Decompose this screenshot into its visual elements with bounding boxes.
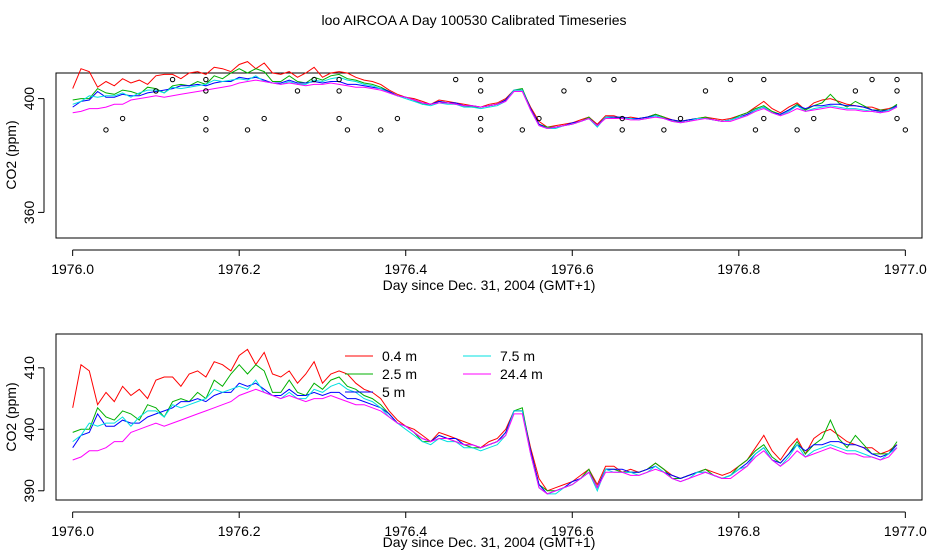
bottom-y-tick-label: 410 <box>21 356 37 380</box>
top-marker-point <box>661 127 667 133</box>
top-marker-point <box>894 88 900 94</box>
top-marker-point <box>619 115 625 122</box>
top-marker-point <box>477 115 484 122</box>
bottom-series-line-3 <box>72 379 898 495</box>
bottom-series-line-0 <box>72 348 898 492</box>
top-series-line-2 <box>72 76 898 130</box>
bottom-x-axis-label: Day since Dec. 31, 2004 (GMT+1) <box>383 534 596 550</box>
top-marker-point <box>311 76 317 83</box>
bottom-y-axis-label: CO2 (ppm) <box>3 382 19 451</box>
top-marker-point <box>203 127 209 133</box>
top-x-tick-label: 1976.0 <box>51 261 94 277</box>
legend-label: 2.5 m <box>382 366 417 382</box>
legend-label: 7.5 m <box>500 348 535 364</box>
top-marker-point <box>761 115 767 122</box>
top-marker-point <box>477 76 484 83</box>
top-x-tick-label: 1977.0 <box>884 261 927 277</box>
bottom-y-tick-label: 390 <box>21 479 37 503</box>
top-panel: Day since Dec. 31, 2004 (GMT+1) CO2 (ppm… <box>3 61 927 293</box>
top-plot-frame <box>55 72 923 239</box>
top-marker-point <box>869 76 875 83</box>
top-marker-point <box>761 76 767 83</box>
top-x-tick-label: 1976.6 <box>551 261 594 277</box>
top-marker-point <box>702 88 709 94</box>
top-marker-point <box>261 115 267 122</box>
top-marker-point <box>677 115 684 122</box>
top-marker-point <box>519 127 526 133</box>
bottom-panel: Day since Dec. 31, 2004 (GMT+1) CO2 (ppm… <box>3 333 927 550</box>
top-marker-point <box>336 76 342 83</box>
top-x-tick-label: 1976.4 <box>384 261 427 277</box>
top-series-line-1 <box>72 68 898 128</box>
top-x-tick-label: 1976.8 <box>717 261 760 277</box>
bottom-x-tick-label: 1976.0 <box>51 523 94 539</box>
top-marker-point <box>811 115 817 122</box>
top-marker-point <box>794 127 800 133</box>
top-marker-point <box>378 127 384 133</box>
bottom-series-line-2 <box>72 382 898 495</box>
top-marker-point <box>203 88 209 94</box>
bottom-x-tick-label: 1976.2 <box>218 523 261 539</box>
top-marker-point <box>452 76 459 83</box>
top-marker-point <box>336 88 342 94</box>
top-series-line-4 <box>72 79 898 130</box>
bottom-x-tick-label: 1976.4 <box>384 523 427 539</box>
top-y-tick-label: 400 <box>21 87 37 111</box>
top-marker-point <box>752 127 759 133</box>
top-marker-point <box>244 127 251 133</box>
top-series-line-3 <box>72 75 898 129</box>
top-y-axis-label: CO2 (ppm) <box>3 120 19 189</box>
bottom-x-tick-label: 1976.6 <box>551 523 594 539</box>
top-marker-point <box>294 88 301 94</box>
top-marker-point <box>902 127 909 133</box>
bottom-series-line-1 <box>72 363 898 492</box>
figure-title: loo AIRCOA A Day 100530 Calibrated Times… <box>321 12 626 28</box>
top-marker-point <box>611 76 617 83</box>
bottom-x-tick-label: 1977.0 <box>884 523 927 539</box>
top-marker-point <box>203 115 209 122</box>
top-marker-point <box>394 115 401 122</box>
bottom-plot-frame <box>55 333 923 501</box>
top-series-line-0 <box>72 61 898 128</box>
top-marker-point <box>169 76 176 83</box>
top-marker-point <box>894 76 900 83</box>
legend-label: 0.4 m <box>382 348 417 364</box>
top-marker-point <box>894 115 900 122</box>
top-x-tick-label: 1976.2 <box>218 261 261 277</box>
top-marker-point <box>561 88 567 94</box>
top-marker-point <box>619 127 625 133</box>
bottom-series-line-4 <box>72 388 898 495</box>
top-marker-point <box>536 115 542 122</box>
top-marker-point <box>477 127 484 133</box>
top-x-axis-label: Day since Dec. 31, 2004 (GMT+1) <box>383 277 596 293</box>
top-marker-point <box>344 127 351 133</box>
top-marker-point <box>586 76 592 83</box>
top-y-tick-label: 360 <box>21 201 37 225</box>
top-marker-point <box>103 127 109 133</box>
top-marker-point <box>336 115 342 122</box>
bottom-x-tick-label: 1976.8 <box>717 523 760 539</box>
top-marker-point <box>203 76 209 83</box>
top-marker-point <box>153 88 159 94</box>
legend-label: 5 m <box>382 384 405 400</box>
legend-label: 24.4 m <box>500 366 543 382</box>
top-marker-point <box>727 76 734 83</box>
top-marker-point <box>119 115 126 122</box>
top-marker-point <box>477 88 484 94</box>
bottom-y-tick-label: 400 <box>21 417 37 441</box>
top-marker-point <box>852 88 859 94</box>
